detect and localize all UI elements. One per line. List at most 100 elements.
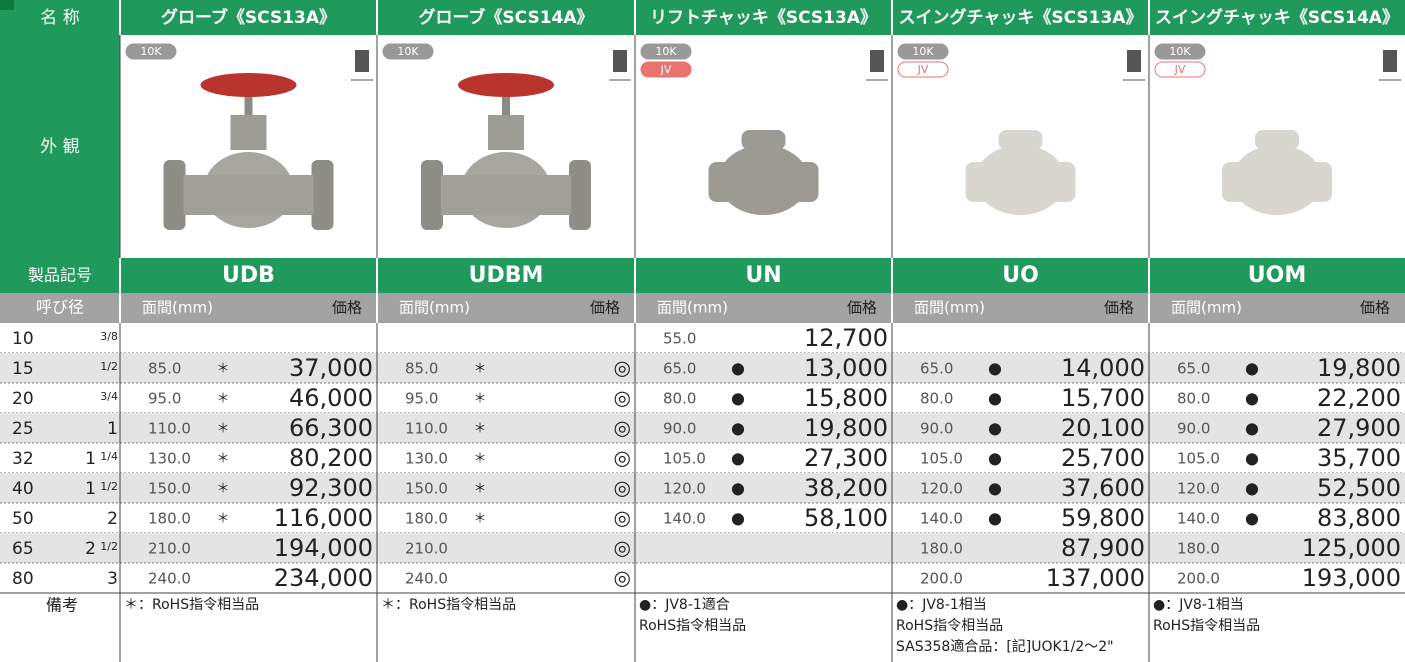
price: 46,000 (289, 384, 373, 412)
price: ◎ (614, 476, 631, 500)
appearance-label: 外 観 (40, 137, 79, 157)
icon (355, 50, 369, 72)
price: 27,300 (804, 444, 888, 472)
valve-stem (502, 85, 510, 125)
price: ◎ (614, 566, 631, 590)
mark: ＊ (216, 422, 229, 437)
mark: ● (731, 359, 745, 378)
dim: 90.0 (920, 420, 953, 438)
price: 13,000 (804, 354, 888, 382)
dim: 130.0 (148, 450, 191, 468)
mark: ● (988, 419, 1002, 438)
dim: 120.0 (1177, 480, 1220, 498)
price: 193,000 (1302, 564, 1401, 592)
dim: 210.0 (405, 540, 448, 558)
dim: 80.0 (1177, 390, 1210, 408)
product-name: スイングチャッキ《SCS14A》 (1155, 7, 1399, 28)
price: 38,200 (804, 474, 888, 502)
price: 52,500 (1317, 474, 1401, 502)
valve-flange (421, 160, 443, 230)
remark: ＊：RoHS指令相当品 (124, 597, 259, 613)
remark: ●：JV8-1相当 (1153, 597, 1244, 613)
price: 15,700 (1061, 384, 1145, 412)
appearance-label-bg (0, 35, 120, 258)
badge-text: 10K (912, 45, 934, 58)
mark: ● (988, 389, 1002, 408)
dim: 120.0 (920, 480, 963, 498)
subheader-bg (0, 293, 1405, 323)
badge-text: 10K (655, 45, 677, 58)
price: 116,000 (274, 504, 373, 532)
mark: ＊ (473, 362, 486, 377)
dim: 105.0 (663, 450, 706, 468)
valve-end (708, 162, 819, 202)
dim: 85.0 (405, 360, 438, 378)
icon (1383, 50, 1397, 72)
code-bg (0, 258, 1405, 293)
size-mm: 40 (12, 479, 34, 499)
dim: 240.0 (148, 570, 191, 588)
dim: 210.0 (148, 540, 191, 558)
size-label: 呼び径 (36, 298, 84, 317)
size-whole: 2 (107, 509, 118, 529)
price-label: 価格 (332, 299, 362, 317)
dim-label: 面間(mm) (914, 299, 985, 317)
icon (870, 50, 884, 72)
price: ◎ (614, 386, 631, 410)
valve-flange (163, 160, 186, 230)
valve-bonnet (230, 115, 267, 150)
price: 27,900 (1317, 414, 1401, 442)
badge (125, 43, 177, 60)
size-frac: 1/2 (100, 540, 118, 553)
mark: ● (731, 419, 745, 438)
price: 66,300 (289, 414, 373, 442)
dim: 65.0 (920, 360, 953, 378)
mark: ● (1245, 509, 1259, 528)
size-frac: 3/8 (100, 330, 118, 343)
dim: 80.0 (663, 390, 696, 408)
price-label: 価格 (590, 299, 620, 317)
code-label: 製品記号 (28, 266, 92, 285)
badge (1154, 43, 1206, 60)
valve-flange (569, 160, 591, 230)
price: 58,100 (804, 504, 888, 532)
size-mm: 65 (12, 539, 34, 559)
badge-text: 10K (397, 45, 419, 58)
dim: 150.0 (405, 480, 448, 498)
price: 37,000 (289, 354, 373, 382)
dim: 180.0 (405, 510, 448, 528)
remark: SAS358適合品：[記]UOK1/2～2" (896, 638, 1114, 655)
dim-label: 面間(mm) (399, 299, 470, 317)
dim: 150.0 (148, 480, 191, 498)
mark: ● (731, 449, 745, 468)
mark: ＊ (216, 392, 229, 407)
dim: 65.0 (663, 360, 696, 378)
size-mm: 20 (12, 389, 34, 409)
name-label: 名 称 (40, 8, 79, 28)
mark: ● (1245, 479, 1259, 498)
size-mm: 50 (12, 509, 34, 529)
price: 35,700 (1317, 444, 1401, 472)
price: ◎ (614, 506, 631, 530)
mark: ＊ (216, 512, 229, 527)
remark: ●：JV8-1相当 (896, 597, 987, 613)
size-mm: 25 (12, 419, 34, 439)
price: ◎ (614, 356, 631, 380)
dim: 200.0 (920, 570, 963, 588)
mark: ● (731, 389, 745, 408)
badge-text: JV (1174, 63, 1186, 76)
dim: 130.0 (405, 450, 448, 468)
badge (1154, 61, 1206, 78)
dim: 80.0 (920, 390, 953, 408)
product-name: グローブ《SCS14A》 (418, 7, 593, 28)
price: 83,800 (1317, 504, 1401, 532)
badge-text: JV (660, 63, 672, 76)
mark: ● (1245, 359, 1259, 378)
price: 59,800 (1061, 504, 1145, 532)
size-mm: 10 (12, 329, 34, 349)
dim: 140.0 (663, 510, 706, 528)
price: 19,800 (804, 414, 888, 442)
mark: ● (731, 479, 745, 498)
valve-pipe (183, 175, 314, 215)
